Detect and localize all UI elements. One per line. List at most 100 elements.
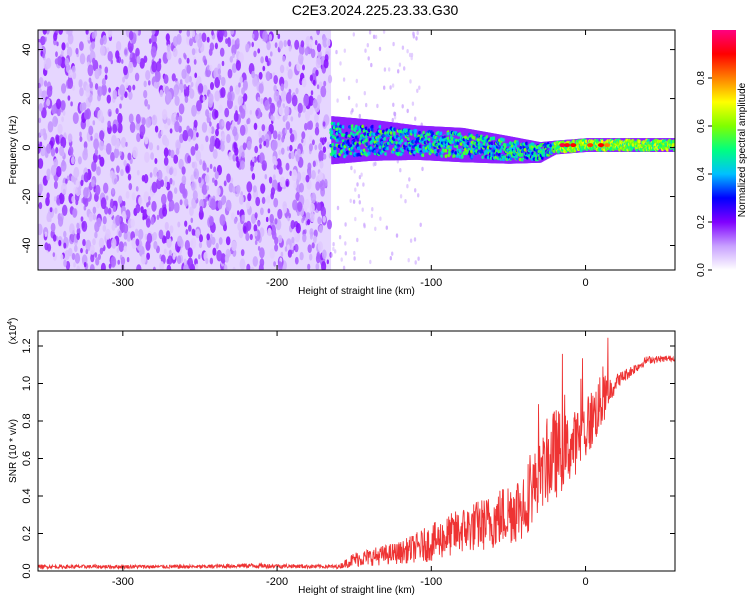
noise-cell xyxy=(254,240,258,245)
noise-cell xyxy=(107,30,113,38)
noise-cell xyxy=(323,80,327,87)
noise-cell xyxy=(306,121,312,130)
noise-cell xyxy=(283,40,287,47)
noise-cell xyxy=(154,125,159,133)
noise-cell xyxy=(104,66,109,74)
noise-cell xyxy=(227,91,233,102)
noise-cell xyxy=(253,185,257,193)
noise-cell xyxy=(266,195,271,204)
noise-cell xyxy=(41,36,46,45)
noise-cell xyxy=(173,154,179,164)
speckle-cell xyxy=(376,103,379,109)
noise-cell xyxy=(212,247,217,256)
noise-cell xyxy=(253,156,257,163)
noise-cell xyxy=(203,59,208,66)
noise-cell xyxy=(220,76,226,87)
noise-cell xyxy=(218,74,222,81)
noise-cell xyxy=(270,115,274,121)
speckle-cell xyxy=(354,187,357,192)
noise-cell xyxy=(144,151,150,163)
noise-cell xyxy=(209,121,212,127)
speckle-cell xyxy=(338,235,342,240)
noise-cell xyxy=(59,145,64,157)
noise-cell xyxy=(127,173,132,181)
noise-cell xyxy=(310,90,314,96)
noise-cell xyxy=(103,144,107,151)
colorbar-tick-label: 0.6 xyxy=(696,119,707,133)
noise-cell xyxy=(109,201,114,209)
speckle-cell xyxy=(409,79,412,84)
noise-cell xyxy=(195,150,202,162)
noise-cell xyxy=(231,63,237,74)
noise-cell xyxy=(79,53,86,65)
noise-cell xyxy=(141,117,146,126)
noise-cell xyxy=(188,224,192,232)
speckle-cell xyxy=(368,30,372,35)
noise-cell xyxy=(225,199,232,212)
noise-cell xyxy=(298,53,304,65)
speckle-cell xyxy=(383,85,386,90)
colorbar: 0.0 0.2 0.4 0.6 0.8 Normalized spectral ampli… xyxy=(696,30,748,277)
noise-cell xyxy=(239,76,243,84)
noise-cell xyxy=(44,231,48,238)
noise-cell xyxy=(281,136,285,143)
noise-cell xyxy=(143,90,148,99)
noise-cell xyxy=(214,90,220,102)
x-tick-label: -200 xyxy=(266,277,288,289)
noise-cell xyxy=(64,57,70,67)
noise-cell xyxy=(67,133,73,143)
speckle-cell xyxy=(355,103,358,108)
noise-cell xyxy=(81,220,88,232)
noise-cell xyxy=(185,135,188,141)
noise-cell xyxy=(176,141,181,151)
noise-cell xyxy=(99,37,104,46)
noise-cell xyxy=(193,119,198,128)
noise-cell xyxy=(261,196,266,205)
noise-cell xyxy=(240,160,245,170)
noise-cell xyxy=(235,60,241,71)
noise-cell xyxy=(308,143,313,152)
noise-cell xyxy=(285,162,290,171)
speckle-cell xyxy=(397,69,400,74)
speckle-cell xyxy=(335,49,338,55)
noise-cell xyxy=(301,104,307,113)
noise-cell xyxy=(90,135,93,141)
noise-cell xyxy=(258,83,264,93)
noise-cell xyxy=(210,234,213,239)
noise-cell xyxy=(146,201,149,208)
noise-cell xyxy=(245,43,250,52)
noise-cell xyxy=(258,137,263,145)
noise-cell xyxy=(110,256,117,268)
noise-cell xyxy=(96,166,101,176)
noise-cell xyxy=(320,206,326,217)
speckle-cell xyxy=(349,198,352,203)
noise-cell xyxy=(120,136,127,148)
y-tick-label: -20 xyxy=(21,189,33,205)
noise-cell xyxy=(264,174,268,180)
noise-cell xyxy=(38,87,42,97)
noise-cell xyxy=(313,235,317,244)
noise-cell xyxy=(60,136,67,149)
noise-cell xyxy=(215,242,219,250)
noise-cell xyxy=(62,110,66,116)
noise-cell xyxy=(183,84,187,90)
noise-cell xyxy=(191,30,196,38)
speckle-cell xyxy=(332,246,335,252)
noise-cell xyxy=(112,89,118,100)
noise-cell xyxy=(267,208,271,214)
y-tick-label: 0.6 xyxy=(21,451,33,466)
signal-peak xyxy=(564,143,570,148)
noise-cell xyxy=(291,94,298,107)
noise-cell xyxy=(209,216,214,226)
speckle-cell xyxy=(342,265,346,270)
speckle-cell xyxy=(414,116,417,121)
noise-cell xyxy=(66,42,69,48)
noise-cell xyxy=(253,224,258,232)
noise-cell xyxy=(181,175,187,185)
noise-cell xyxy=(269,248,275,259)
noise-cell xyxy=(187,257,194,270)
x-tick-label: -100 xyxy=(420,277,442,289)
speckle-cell xyxy=(391,83,395,88)
noise-cell xyxy=(138,196,143,206)
noise-cell xyxy=(189,88,195,99)
